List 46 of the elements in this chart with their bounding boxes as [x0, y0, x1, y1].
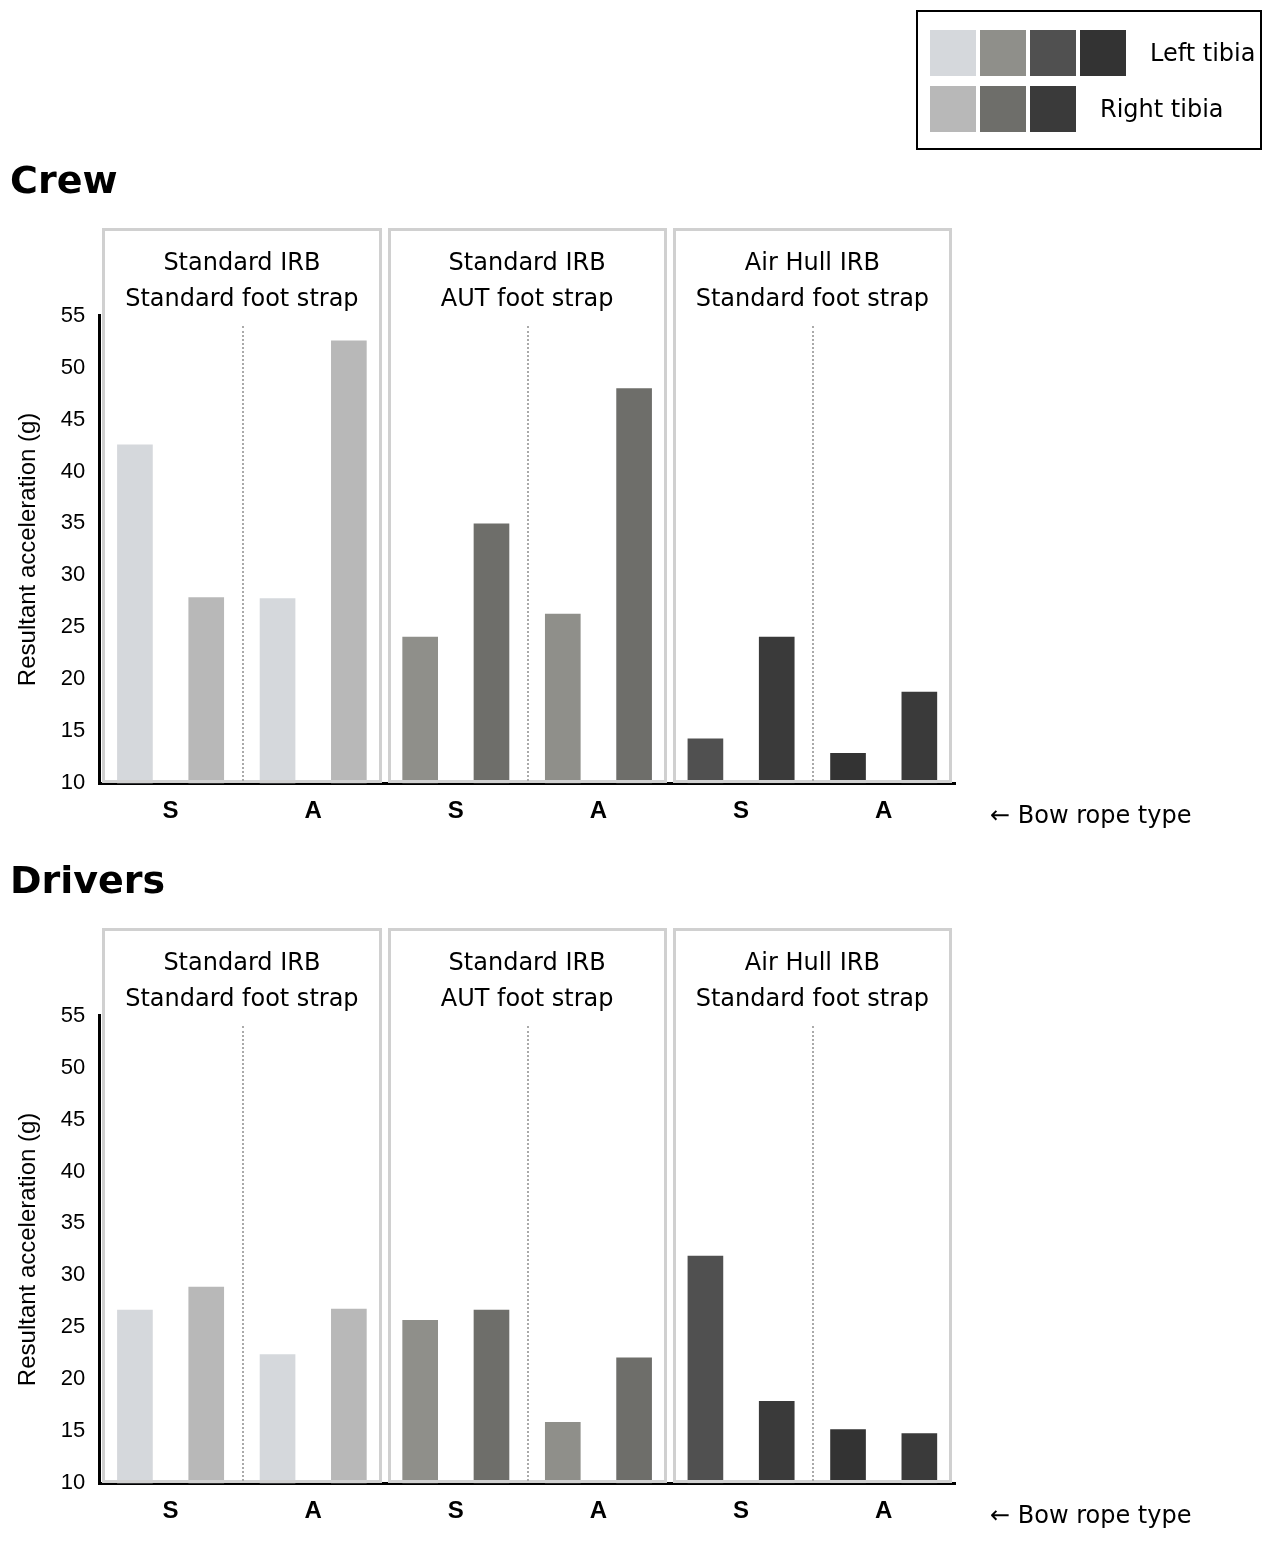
y-axis-title: Resultant acceleration (g) — [13, 412, 41, 687]
x-tick-label: A — [304, 796, 322, 824]
y-tick-label: 45 — [60, 1105, 86, 1131]
y-tick-label: 45 — [60, 405, 86, 431]
y-tick-label: 10 — [60, 769, 86, 795]
text: Standard IRB Standard foot strap — [125, 247, 359, 312]
y-axis-title: Resultant acceleration (g) — [13, 1112, 41, 1387]
y-tick-label: 15 — [60, 1417, 86, 1443]
text: ← Bow rope type — [990, 1501, 1192, 1530]
y-tick-label: 30 — [60, 1261, 86, 1287]
y-tick-label: 55 — [60, 301, 86, 327]
y-tick-label: 35 — [60, 509, 86, 535]
chart-title: Drivers — [10, 857, 166, 902]
y-tick-label: 25 — [60, 1313, 86, 1339]
y-tick-label: 35 — [60, 1209, 86, 1235]
x-tick-label: A — [589, 796, 608, 824]
y-tick-label: 55 — [60, 1001, 86, 1027]
x-tick-label: S — [733, 796, 750, 824]
y-tick-label: 10 — [60, 1469, 86, 1495]
x-tick-label: S — [447, 1496, 464, 1524]
x-tick-label: S — [162, 1496, 179, 1524]
text: ← Bow rope type — [990, 801, 1192, 830]
x-tick-label: S — [162, 796, 179, 824]
y-tick-label: 25 — [60, 613, 86, 639]
y-tick-label: 30 — [60, 561, 86, 587]
x-tick-label: A — [589, 1496, 608, 1524]
legend-label: Left tibia — [1150, 39, 1256, 67]
y-tick-label: 50 — [60, 1053, 86, 1079]
x-tick-label: A — [875, 796, 893, 824]
y-tick-label: 20 — [60, 1365, 86, 1391]
y-tick-label: 50 — [60, 353, 86, 379]
x-tick-label: A — [875, 1496, 893, 1524]
text: Standard IRB AUT foot strap — [440, 247, 614, 312]
text: Air Hull IRB Standard foot strap — [695, 247, 930, 312]
y-tick-label: 40 — [60, 457, 86, 483]
x-tick-label: S — [733, 1496, 750, 1524]
x-tick-label: A — [304, 1496, 322, 1524]
y-tick-label: 15 — [60, 717, 86, 743]
text: Standard IRB AUT foot strap — [440, 947, 614, 1012]
y-tick-label: 40 — [60, 1157, 86, 1183]
text: Air Hull IRB Standard foot strap — [695, 947, 930, 1012]
legend-label: Right tibia — [1100, 95, 1224, 123]
y-tick-label: 20 — [60, 665, 86, 691]
x-tick-label: S — [447, 796, 464, 824]
text: Standard IRB Standard foot strap — [125, 947, 359, 1012]
chart-title: Crew — [10, 157, 118, 202]
